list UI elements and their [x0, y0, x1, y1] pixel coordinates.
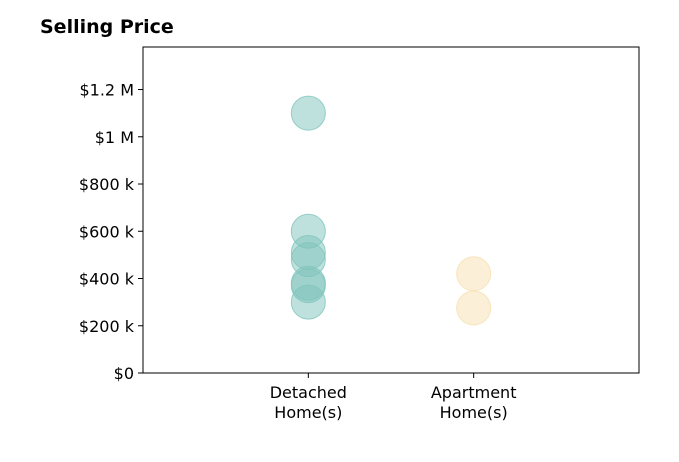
y-tick-label: $200 k [79, 317, 135, 336]
y-tick-label: $800 k [79, 175, 135, 194]
x-tick-label: Apartment [431, 383, 517, 402]
x-tick-label: Home(s) [274, 403, 342, 422]
data-points [290, 95, 492, 326]
x-tick-label: Home(s) [440, 403, 508, 422]
y-tick-label: $600 k [79, 222, 135, 241]
y-tick-label: $1 M [95, 128, 134, 147]
y-tick-label: $1.2 M [79, 81, 134, 100]
data-point [290, 95, 326, 131]
data-point [456, 290, 492, 326]
y-tick-label: $0 [114, 364, 134, 383]
y-axis: $0 $200 k $400 k $600 k $800 k $1 M $1.2 M [79, 81, 143, 383]
data-point [456, 256, 492, 292]
y-tick-label: $400 k [79, 270, 135, 289]
x-tick-label: Detached [270, 383, 347, 402]
data-point [290, 284, 326, 320]
plot-frame [142, 46, 640, 374]
chart-title: Selling Price [40, 16, 174, 38]
